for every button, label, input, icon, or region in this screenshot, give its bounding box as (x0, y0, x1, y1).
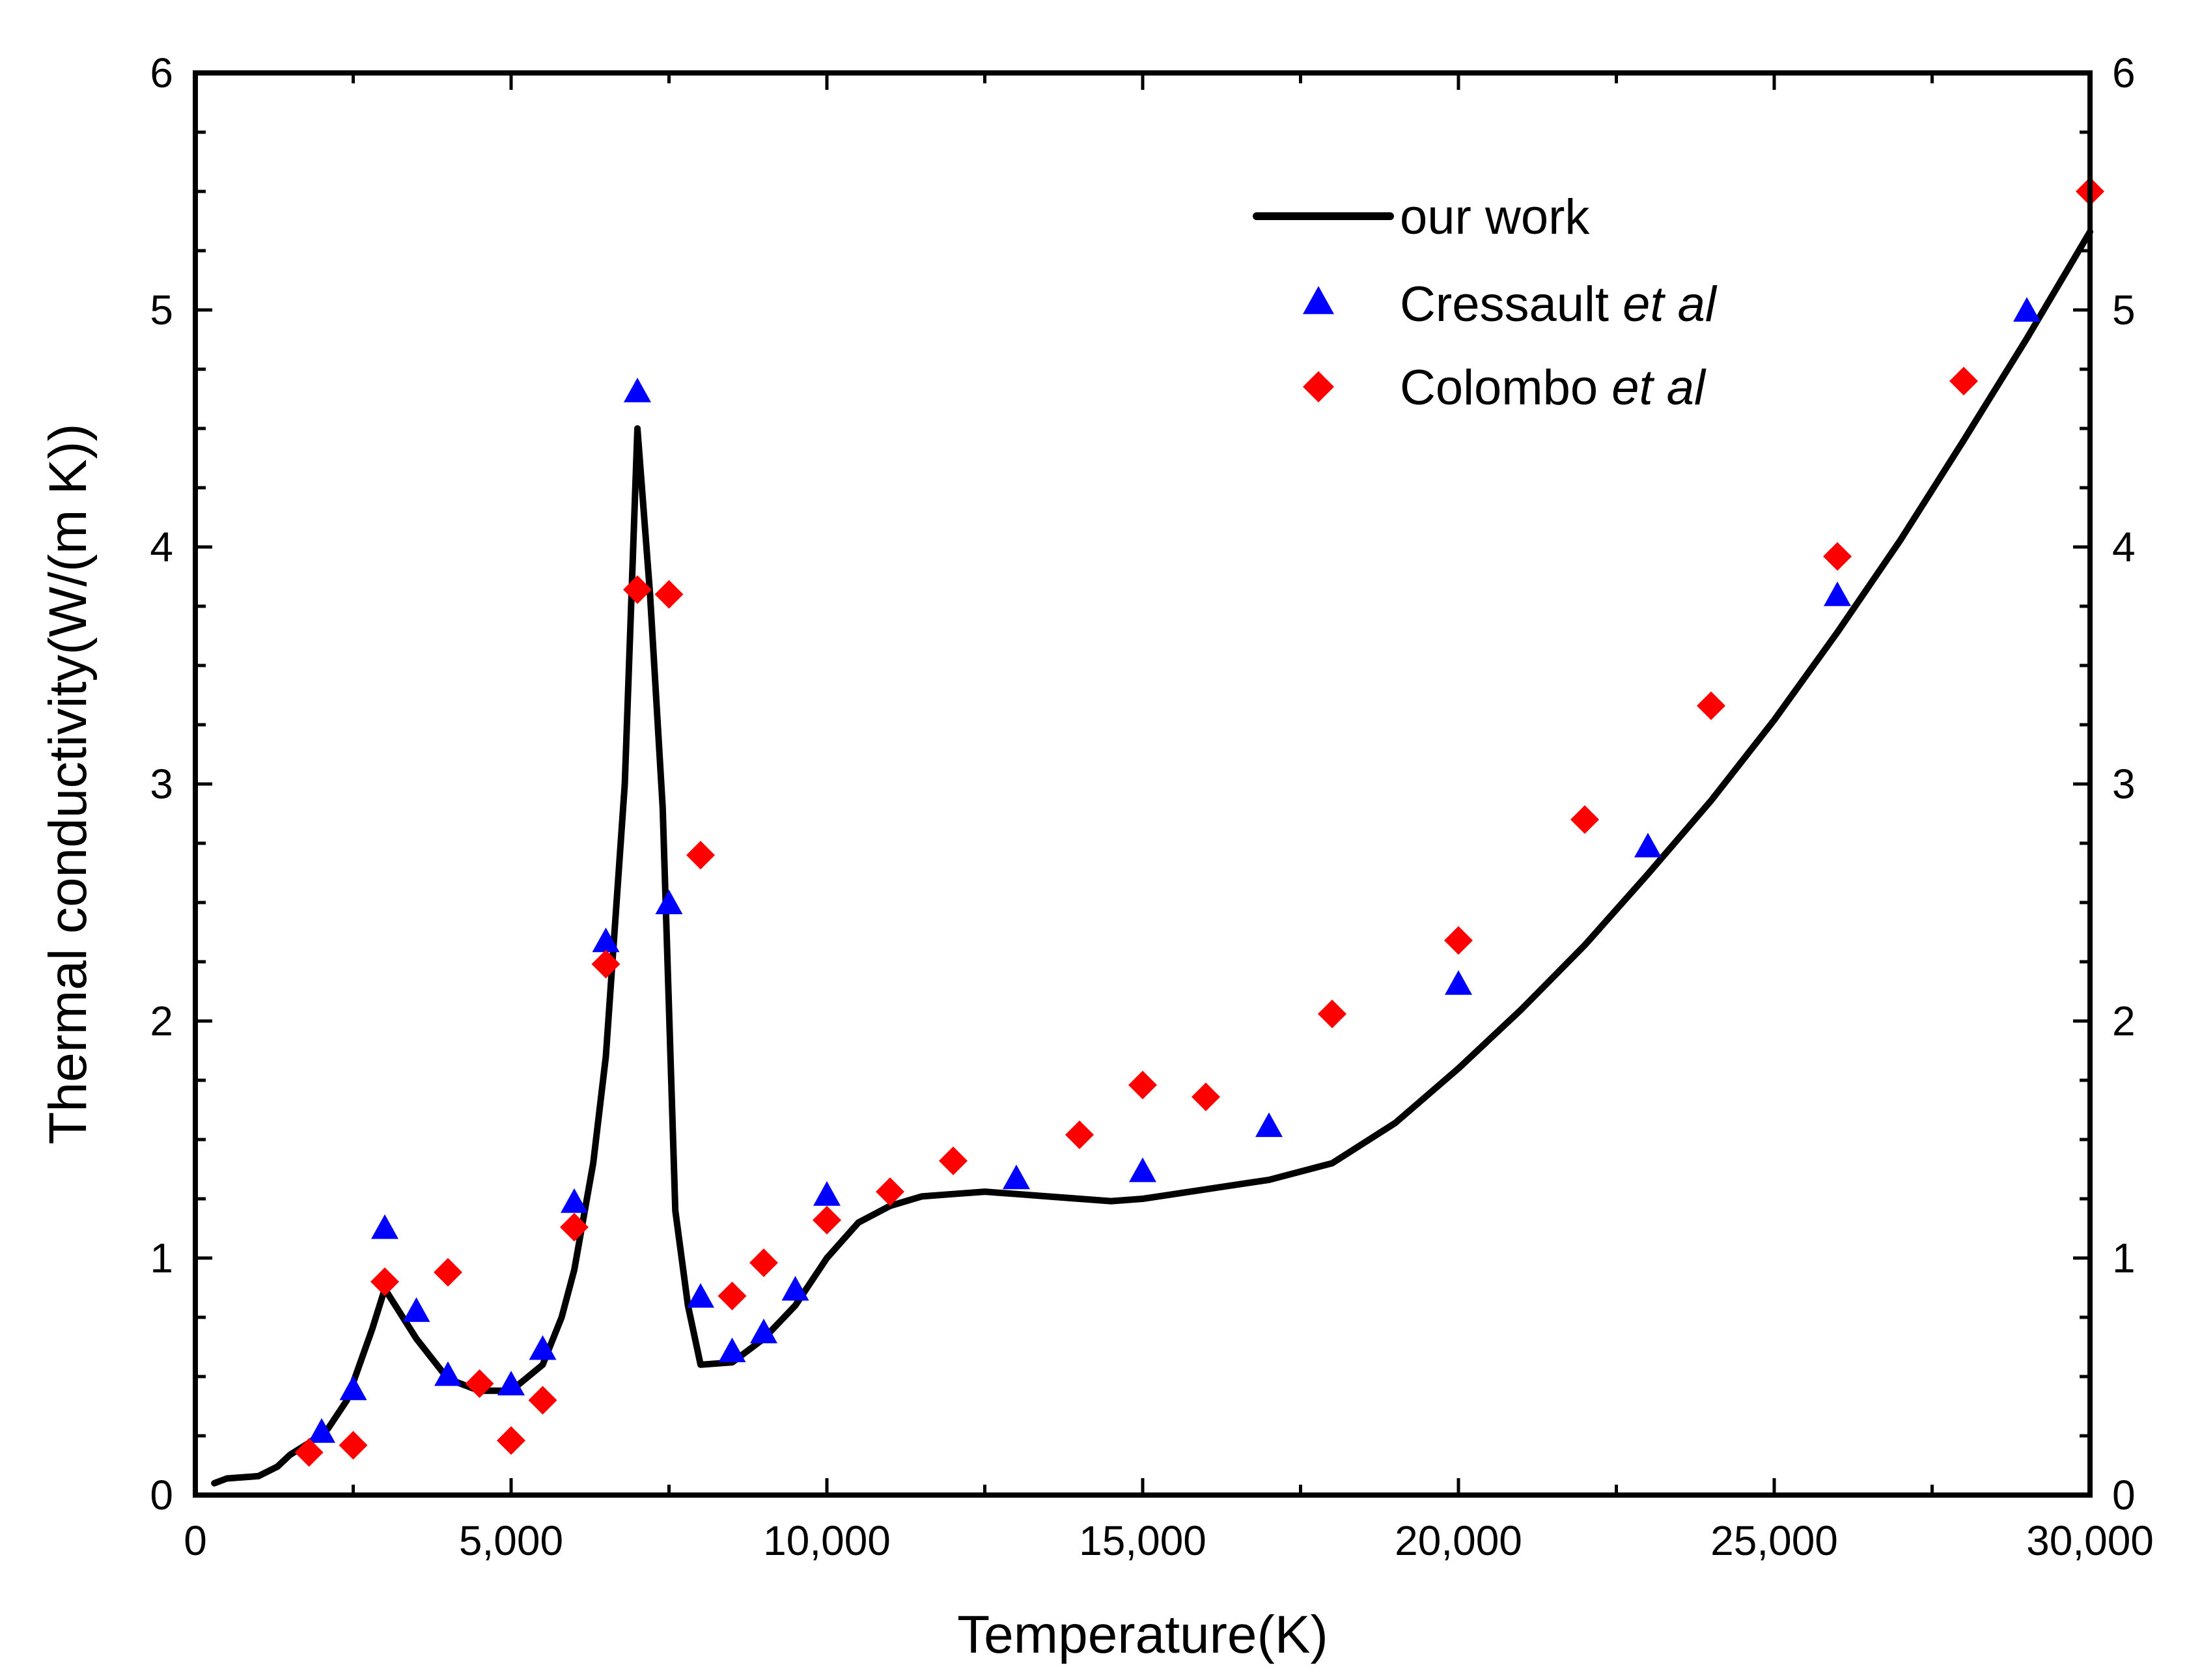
y-axis-title: Thermal conductivity(W/(m K)) (38, 423, 98, 1144)
colombo-point (465, 1369, 494, 1398)
y-tick-label-right: 1 (2112, 1235, 2136, 1281)
cressault-point (339, 1375, 367, 1401)
y-tick-label-right: 2 (2112, 998, 2136, 1044)
colombo-point (1570, 805, 1599, 834)
colombo-point (294, 1438, 324, 1467)
y-tick-label-right: 6 (2112, 49, 2136, 96)
colombo-point (1949, 367, 1978, 396)
y-tick-label-right: 4 (2112, 524, 2136, 570)
colombo-point (623, 575, 652, 604)
colombo-point (654, 580, 684, 609)
cressault-point (781, 1276, 809, 1301)
legend-colombo: Colombo et al (1400, 360, 1707, 415)
legend-label: Colombo (1400, 360, 1611, 415)
y-tick-label-right: 3 (2112, 761, 2136, 807)
colombo-point (1823, 542, 1852, 571)
y-tick-label-left: 5 (150, 287, 173, 333)
cressault-point (1129, 1157, 1156, 1183)
y-tick-label-left: 1 (150, 1235, 173, 1281)
x-tick-label: 20,000 (1395, 1517, 1522, 1564)
y-tick-label-left: 3 (150, 761, 173, 807)
legend-diamond-swatch (1303, 371, 1334, 402)
cressault-point (1824, 581, 1851, 606)
colombo-point (1065, 1120, 1094, 1149)
x-tick-label: 5,000 (459, 1517, 563, 1564)
cressault-point (529, 1335, 557, 1360)
cressault-point (1255, 1112, 1283, 1138)
colombo-point (1318, 1000, 1346, 1029)
colombo-point (749, 1248, 778, 1278)
x-tick-label: 10,000 (763, 1517, 891, 1564)
y-tick-label-left: 2 (150, 998, 173, 1044)
legend-triangle-swatch (1303, 286, 1334, 315)
y-tick-label-left: 6 (150, 49, 173, 96)
legend-label-italic: et al (1623, 277, 1718, 332)
colombo-point (560, 1212, 589, 1242)
colombo-point (434, 1257, 462, 1287)
colombo-point (1697, 691, 1725, 720)
cressault-point (718, 1337, 746, 1362)
colombo-point (939, 1146, 968, 1175)
legend-our-work: our work (1400, 189, 1590, 245)
x-tick-label: 0 (184, 1517, 207, 1564)
legend-label-italic: et al (1611, 360, 1707, 415)
y-tick-label-right: 0 (2112, 1472, 2136, 1519)
cressault-point (497, 1371, 525, 1395)
colombo-point (1128, 1071, 1157, 1100)
legend-label: Cressault (1400, 277, 1623, 332)
cressault-point (2013, 297, 2041, 322)
legend-cressault: Cressault et al (1400, 277, 1718, 332)
colombo-point (1444, 926, 1473, 955)
plot-frame (193, 70, 2093, 1498)
cressault-point (561, 1188, 588, 1213)
data-series (211, 177, 2104, 1487)
cressault-point (1003, 1164, 1030, 1190)
cressault-point (1445, 970, 1472, 995)
cressault-point (434, 1361, 462, 1386)
x-axis-title: Temperature(K) (957, 1605, 1328, 1664)
colombo-point (528, 1386, 557, 1415)
colombo-point (1192, 1082, 1220, 1112)
legend-label: our work (1400, 189, 1590, 245)
axis-ticks (193, 71, 2092, 1497)
colombo-point (339, 1431, 368, 1460)
cressault-point (687, 1283, 714, 1308)
colombo-point (591, 949, 620, 979)
cressault-point (371, 1214, 398, 1239)
colombo-point (813, 1205, 841, 1235)
x-tick-label: 15,000 (1079, 1517, 1206, 1564)
x-tick-label: 30,000 (2026, 1517, 2154, 1564)
cressault-point (402, 1297, 430, 1323)
colombo-point (497, 1426, 525, 1455)
y-tick-label-left: 4 (150, 524, 173, 570)
y-tick-label-left: 0 (150, 1472, 173, 1519)
cressault-point (813, 1181, 841, 1206)
cressault-point (655, 889, 683, 915)
series-line-our-work (211, 228, 2093, 1487)
colombo-point (370, 1267, 399, 1296)
cressault-point (624, 377, 651, 402)
colombo-point (686, 841, 715, 870)
cressault-point (750, 1319, 777, 1343)
cressault-point (592, 927, 620, 953)
cressault-point (308, 1418, 335, 1443)
colombo-point (876, 1177, 904, 1207)
y-tick-label-right: 5 (2112, 287, 2136, 333)
cressault-point (1634, 832, 1662, 858)
colombo-point (718, 1281, 747, 1311)
x-tick-label: 25,000 (1710, 1517, 1838, 1564)
